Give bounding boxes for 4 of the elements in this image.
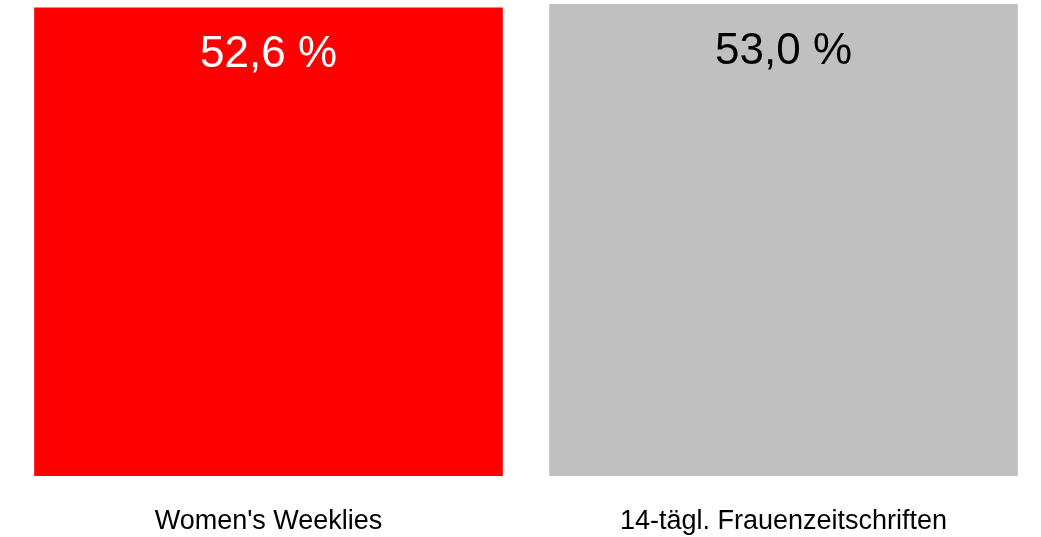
data-label: 52,6 % xyxy=(200,27,337,77)
data-label: 53,0 % xyxy=(715,23,852,73)
x-tick-label: Women's Weeklies xyxy=(154,504,383,535)
x-tick-label: 14-tägl. Frauenzeitschriften xyxy=(619,504,948,535)
